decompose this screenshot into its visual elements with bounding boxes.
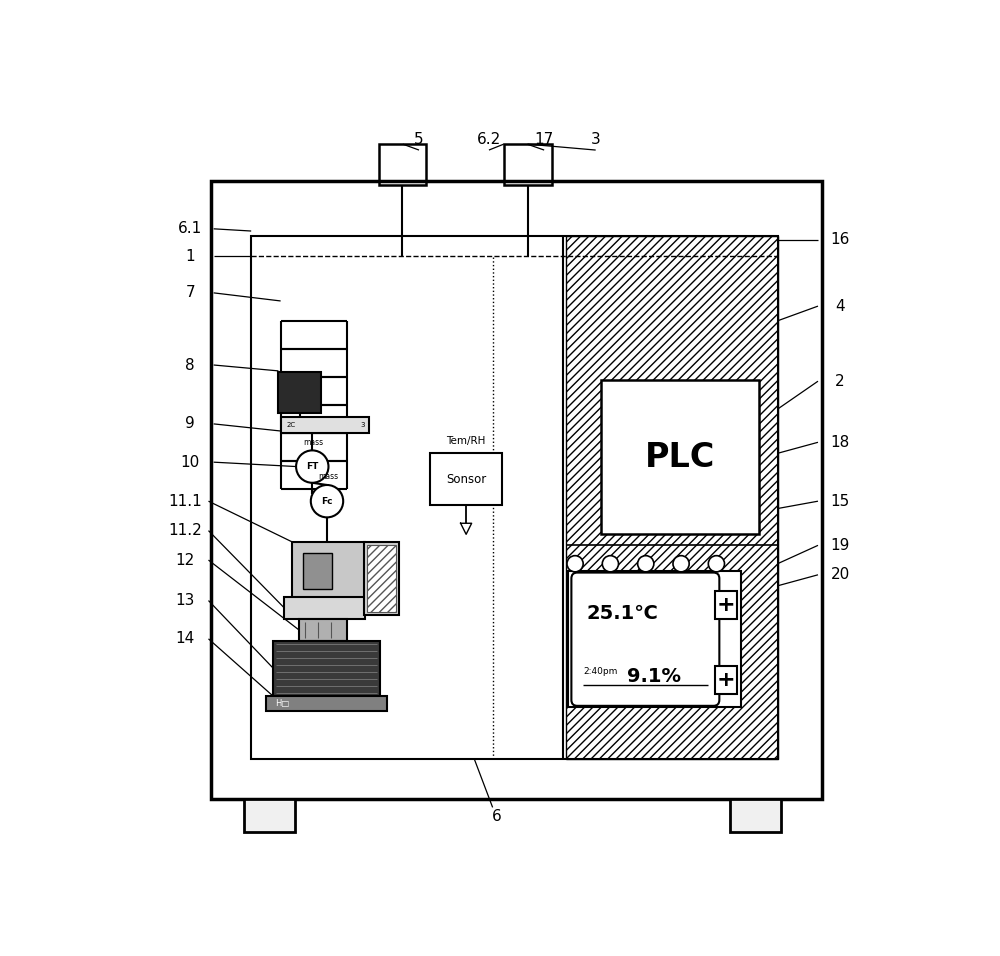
- Text: 13: 13: [175, 593, 195, 608]
- Text: mass: mass: [318, 472, 339, 481]
- Text: 25.1℃: 25.1℃: [586, 604, 658, 623]
- Bar: [266, 696, 387, 711]
- Text: Tem/RH: Tem/RH: [446, 436, 486, 445]
- Bar: [568, 571, 741, 707]
- Circle shape: [638, 555, 654, 572]
- Bar: [303, 554, 332, 589]
- Text: 9: 9: [185, 417, 195, 431]
- Bar: [211, 181, 822, 799]
- Text: 3: 3: [361, 422, 365, 427]
- Bar: [278, 373, 321, 413]
- Text: 4: 4: [835, 298, 845, 314]
- Text: 8: 8: [185, 358, 195, 373]
- Text: Fc: Fc: [321, 497, 333, 506]
- Text: 6.2: 6.2: [477, 132, 501, 146]
- Text: PLC: PLC: [645, 441, 715, 473]
- Text: 5: 5: [414, 132, 424, 146]
- Text: 1: 1: [185, 249, 195, 264]
- Text: 9.1%: 9.1%: [627, 667, 681, 685]
- Text: H□: H□: [275, 699, 289, 708]
- Text: +: +: [717, 595, 735, 615]
- Bar: [566, 236, 778, 759]
- Text: Sonsor: Sonsor: [446, 472, 486, 486]
- Bar: [504, 144, 552, 185]
- Bar: [292, 542, 365, 600]
- Bar: [251, 236, 778, 759]
- Text: 15: 15: [830, 493, 850, 509]
- Circle shape: [567, 555, 583, 572]
- Circle shape: [708, 555, 725, 572]
- Text: mass: mass: [304, 438, 324, 446]
- Bar: [379, 144, 426, 185]
- Bar: [367, 545, 396, 613]
- Text: 7: 7: [185, 285, 195, 300]
- Text: +: +: [717, 670, 735, 690]
- Bar: [244, 799, 295, 833]
- Bar: [715, 591, 737, 619]
- Text: 14: 14: [175, 631, 195, 646]
- Text: 10: 10: [180, 455, 200, 469]
- Bar: [273, 641, 380, 696]
- Text: 2C: 2C: [287, 422, 296, 427]
- Circle shape: [311, 485, 343, 517]
- FancyBboxPatch shape: [571, 573, 719, 706]
- Bar: [730, 799, 781, 833]
- Bar: [299, 619, 347, 641]
- Bar: [601, 380, 759, 534]
- Text: 2: 2: [835, 374, 845, 389]
- Bar: [715, 666, 737, 694]
- Text: 18: 18: [830, 435, 850, 449]
- Text: FT: FT: [306, 462, 318, 471]
- Bar: [284, 597, 365, 619]
- Text: 12: 12: [175, 553, 195, 568]
- Text: 3: 3: [591, 132, 601, 146]
- Text: 17: 17: [535, 132, 554, 146]
- Text: 2:40pm: 2:40pm: [583, 667, 618, 677]
- Circle shape: [296, 450, 328, 483]
- Text: 16: 16: [830, 232, 850, 248]
- Bar: [281, 417, 369, 433]
- Circle shape: [602, 555, 619, 572]
- Bar: [430, 453, 502, 505]
- Text: 6: 6: [491, 809, 501, 824]
- Text: 11.2: 11.2: [168, 523, 202, 538]
- Bar: [364, 542, 399, 616]
- Circle shape: [673, 555, 689, 572]
- Text: 11.1: 11.1: [168, 493, 202, 509]
- Text: 20: 20: [830, 567, 850, 582]
- Text: 19: 19: [830, 538, 850, 553]
- Text: 6.1: 6.1: [178, 222, 202, 236]
